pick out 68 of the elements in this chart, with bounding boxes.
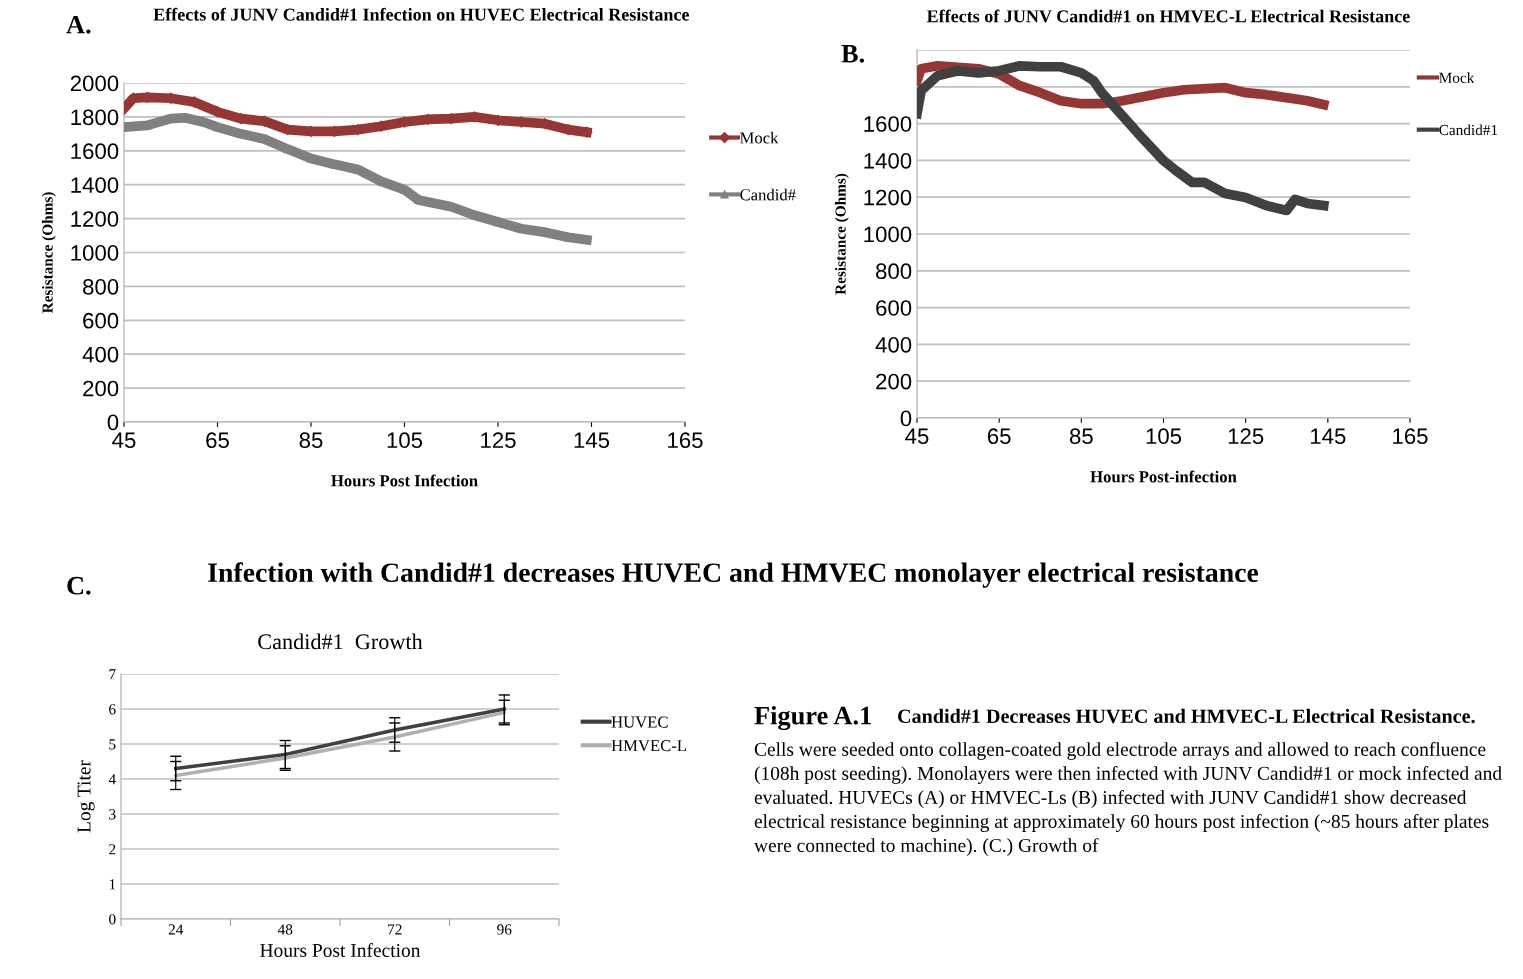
- text: Figure A.1: [754, 705, 871, 731]
- y-tick-label: 2: [109, 844, 116, 855]
- y-tick-label: 1600: [864, 116, 912, 132]
- legend-label: Mock: [1439, 72, 1475, 83]
- legend-label: HUVEC: [611, 716, 668, 728]
- y-tick-label: 1: [109, 879, 116, 890]
- y-tick-label: 1200: [864, 189, 912, 206]
- y-tick-label: 800: [876, 263, 912, 280]
- x-tick-label: 72: [388, 924, 402, 935]
- x-tick-label: 105: [387, 432, 423, 449]
- legend-label: Candid#: [740, 188, 796, 201]
- text: A.: [66, 15, 91, 34]
- x-tick-label: 165: [1393, 428, 1428, 445]
- legend-label: Candid#1: [1439, 124, 1498, 136]
- x-tick-label: 145: [574, 432, 610, 449]
- y-tick-label: 400: [82, 346, 119, 363]
- text: Infection with Candid#1 decreases HUVEC and HMVEC monolayer electrical resistance: [208, 562, 1259, 588]
- y-tick-label: 0: [109, 914, 116, 925]
- legend-label: HMVEC-L: [611, 740, 687, 752]
- y-tick-label: 0: [900, 410, 912, 427]
- x-tick-label: 145: [1310, 428, 1346, 445]
- y-tick-label: 600: [83, 312, 119, 329]
- y-tick-label: 400: [875, 336, 912, 353]
- x-tick-label: 125: [481, 432, 516, 449]
- y-tick-label: 1600: [71, 143, 119, 160]
- y-tick-label: 1400: [864, 152, 912, 169]
- legend-label: Mock: [740, 131, 779, 144]
- x-tick-label: 85: [1069, 428, 1093, 445]
- y-tick-label: 200: [83, 380, 119, 397]
- text: B.: [841, 45, 865, 63]
- y-axis-title: Resistance (Ohms): [41, 192, 56, 314]
- y-axis-title: Resistance (Ohms): [834, 173, 849, 295]
- y-tick-label: 1200: [71, 211, 119, 227]
- y-tick-label: 2000: [70, 75, 119, 92]
- y-tick-label: 1000: [71, 245, 119, 261]
- x-tick-label: 24: [168, 924, 184, 935]
- y-tick-label: 800: [83, 278, 119, 295]
- x-axis-title: Hours Post-infection: [1090, 470, 1237, 483]
- x-tick-label: 96: [497, 924, 512, 935]
- y-tick-label: 4: [108, 774, 116, 785]
- chart-title: Effects of JUNV Candid#1 Infection on HUVEC Electrical Resistance: [153, 7, 689, 21]
- x-tick-label: 125: [1228, 428, 1264, 445]
- text: Cells were seeded onto collagen-coated gold electrode arrays and allowed to reach confluence (108h post seeding). Monolayers were then infected with JUNV Candid#1 or mock infected and evaluated. HUVECs (A) or HMVEC-Ls (B) infected with JUNV Candid#1 show decreased electrical resistance beginning at approximately 60 hours post infection (~85 hours after plates were connected to machine). (C.) Growth of: [754, 742, 1502, 856]
- y-tick-label: 1400: [71, 177, 119, 193]
- x-axis-title: Hours Post Infection: [331, 474, 478, 487]
- y-axis-title: Log Titer: [77, 760, 95, 833]
- y-tick-label: 600: [876, 300, 912, 316]
- y-tick-label: 7: [109, 669, 116, 680]
- chart-title: Effects of JUNV Candid#1 on HMVEC-L Electrical Resistance: [926, 9, 1410, 23]
- y-tick-label: 200: [876, 373, 912, 390]
- y-tick-label: 5: [109, 739, 116, 750]
- y-tick-label: 1000: [864, 226, 912, 243]
- y-tick-label: 1800: [71, 109, 119, 126]
- x-tick-label: 48: [277, 924, 293, 935]
- x-tick-label: 65: [987, 428, 1011, 445]
- y-tick-label: 6: [109, 704, 116, 715]
- x-axis-title: Hours Post Infection: [260, 943, 421, 957]
- text: Candid#1 Decreases HUVEC and HMVEC-L Electrical Resistance.: [897, 708, 1475, 724]
- x-tick-label: 85: [299, 432, 323, 449]
- x-tick-label: 105: [1146, 428, 1182, 445]
- chart-title: Candid#1 Growth: [258, 633, 423, 650]
- x-tick-label: 65: [206, 432, 229, 449]
- y-tick-label: 0: [107, 414, 119, 431]
- y-tick-label: 3: [109, 809, 116, 820]
- x-tick-label: 45: [112, 432, 136, 449]
- text: C.: [67, 576, 91, 595]
- x-tick-label: 165: [668, 432, 703, 449]
- x-tick-label: 45: [905, 428, 929, 445]
